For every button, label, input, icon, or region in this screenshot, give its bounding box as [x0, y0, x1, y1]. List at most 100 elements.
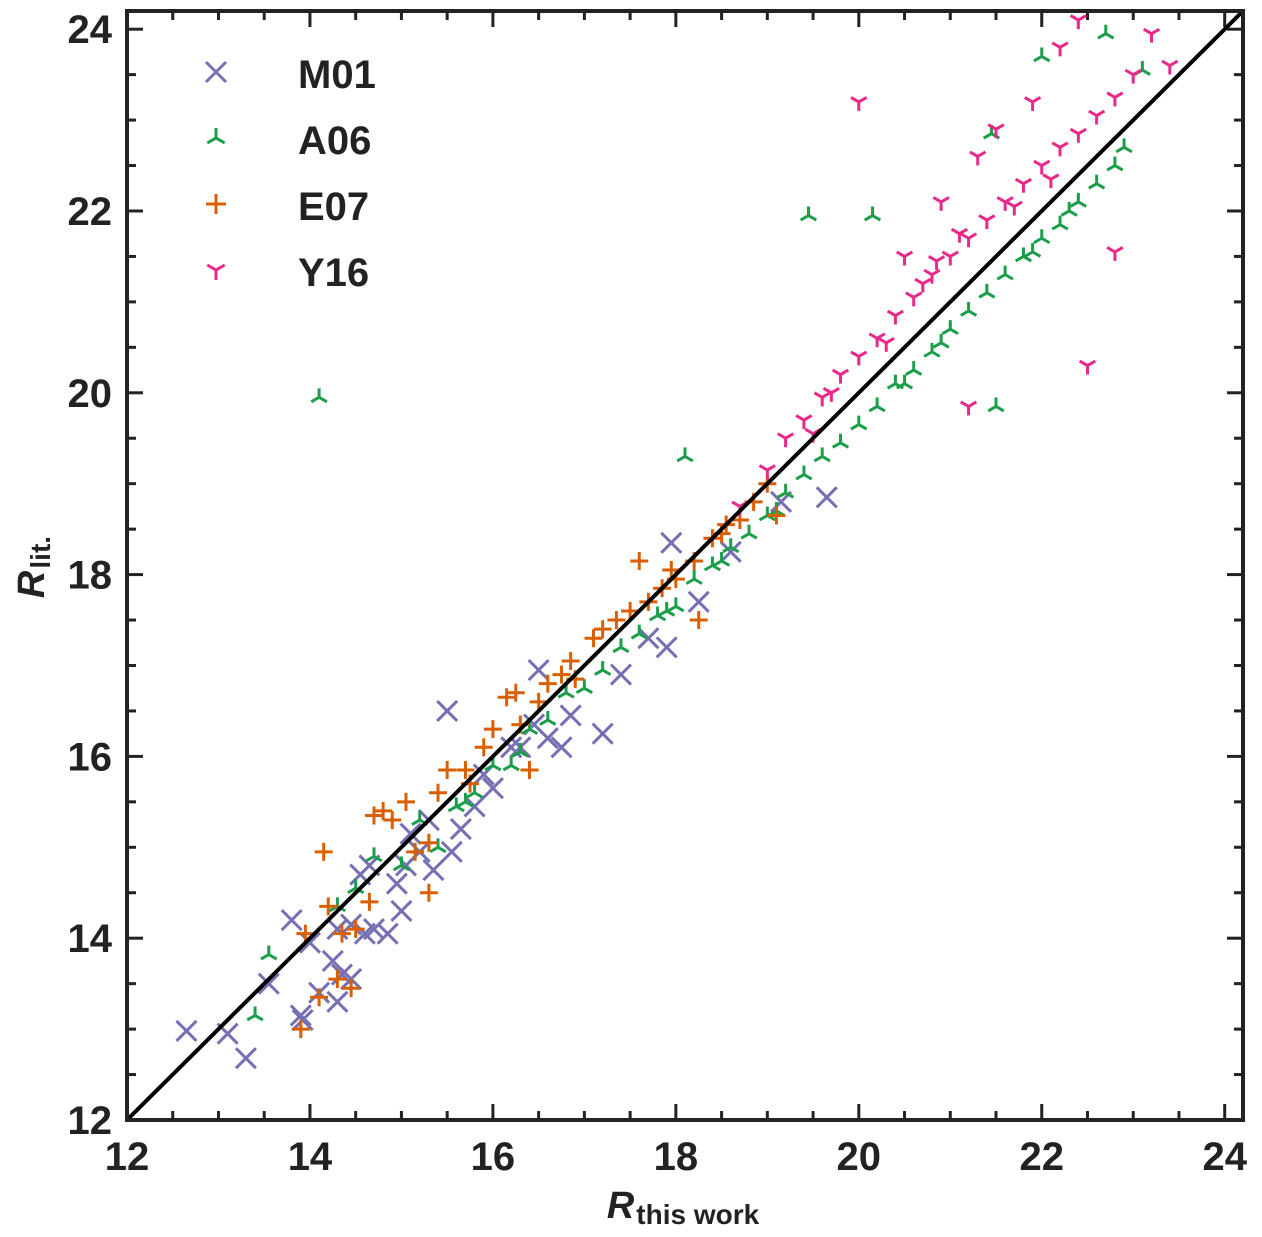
point-m01 [385, 872, 408, 895]
point-a06 [310, 388, 328, 404]
y-tick-label: 16 [68, 735, 113, 779]
point-e07 [397, 792, 415, 811]
point-y16 [1069, 14, 1087, 30]
point-y16 [868, 332, 886, 348]
point-y16 [831, 368, 850, 384]
point-e07 [314, 842, 333, 861]
point-m01 [719, 540, 742, 563]
point-a06 [1033, 229, 1051, 245]
point-y16 [886, 309, 904, 325]
point-m01 [687, 590, 710, 613]
point-y16 [905, 291, 923, 307]
point-m01 [550, 736, 573, 759]
point-a06 [1069, 192, 1087, 208]
point-a06 [648, 606, 667, 622]
point-e07 [419, 833, 438, 852]
point-e07 [474, 738, 493, 757]
x-tick-label: 12 [105, 1135, 150, 1179]
point-a06 [831, 433, 850, 449]
point-e07 [383, 811, 402, 830]
x-tick-label: 14 [288, 1135, 333, 1179]
point-a06 [1088, 174, 1106, 190]
point-y16 [914, 277, 932, 293]
point-a06 [722, 538, 740, 554]
legend-label-e07: E07 [298, 185, 369, 229]
point-e07 [328, 970, 347, 989]
point-y16 [969, 150, 987, 166]
point-a06 [365, 847, 383, 863]
point-a06 [777, 483, 795, 499]
legend-label-y16: Y16 [298, 251, 369, 295]
point-a06 [987, 397, 1005, 413]
point-y16 [1142, 27, 1161, 43]
point-m01 [463, 795, 486, 818]
legend-symbol-e07 [206, 194, 226, 214]
point-a06 [923, 342, 941, 358]
point-a06 [868, 397, 886, 413]
point-a06 [511, 742, 529, 758]
point-a06 [502, 756, 520, 772]
point-y16 [1106, 246, 1124, 261]
legend-entry-a06: A06 [206, 119, 371, 163]
point-e07 [584, 629, 603, 648]
point-e07 [456, 761, 475, 780]
point-e07 [291, 1020, 310, 1039]
legend-entry-m01: M01 [204, 53, 376, 97]
point-a06 [799, 206, 818, 222]
point-m01 [436, 699, 459, 723]
point-a06 [1106, 156, 1124, 172]
legend-entry-e07: E07 [206, 185, 369, 229]
point-a06 [1014, 247, 1033, 263]
point-a06 [1097, 24, 1115, 40]
point-a06 [740, 524, 758, 540]
y-tick-label: 24 [68, 8, 113, 52]
point-y16 [950, 227, 969, 243]
point-m01 [655, 636, 678, 659]
point-a06 [1033, 47, 1051, 63]
point-e07 [561, 651, 580, 670]
legend-marker-e07 [206, 194, 226, 214]
point-e07 [689, 611, 708, 630]
point-y16 [959, 232, 978, 248]
point-m01 [449, 818, 472, 841]
point-a06 [575, 679, 593, 695]
point-y16 [1078, 359, 1097, 375]
point-e07 [360, 892, 379, 911]
point-m01 [326, 918, 349, 941]
point-y16 [932, 196, 950, 211]
point-e07 [419, 883, 438, 902]
point-a06 [612, 638, 630, 654]
point-y16 [813, 391, 831, 407]
point-a06 [863, 206, 882, 222]
legend-label-m01: M01 [298, 53, 376, 97]
point-e07 [520, 761, 539, 780]
point-a06 [932, 333, 950, 349]
plot-frame [125, 9, 1245, 1122]
point-e07 [662, 561, 681, 580]
point-m01 [527, 658, 550, 682]
point-e07 [319, 897, 338, 916]
point-y16 [895, 250, 914, 266]
point-m01 [591, 722, 614, 745]
point-y16 [978, 214, 996, 230]
point-e07 [497, 688, 516, 707]
point-m01 [815, 486, 838, 509]
point-e07 [483, 720, 502, 739]
x-tick-label: 24 [1202, 1135, 1247, 1179]
legend-symbol-y16 [206, 263, 226, 280]
point-m01 [340, 913, 363, 936]
point-a06 [795, 465, 813, 481]
point-m01 [376, 922, 399, 945]
point-e07 [374, 801, 393, 820]
x-axis-title: Rthis work [607, 1185, 760, 1230]
x-tick-label: 16 [471, 1135, 516, 1179]
point-m01 [340, 968, 363, 991]
point-e07 [438, 761, 457, 780]
point-m01 [289, 1004, 312, 1027]
legend-symbol-a06 [206, 128, 226, 145]
point-a06 [429, 838, 447, 854]
point-m01 [637, 627, 660, 650]
y-tick-label: 12 [68, 1099, 113, 1143]
point-a06 [676, 447, 694, 463]
point-y16 [1033, 159, 1051, 175]
